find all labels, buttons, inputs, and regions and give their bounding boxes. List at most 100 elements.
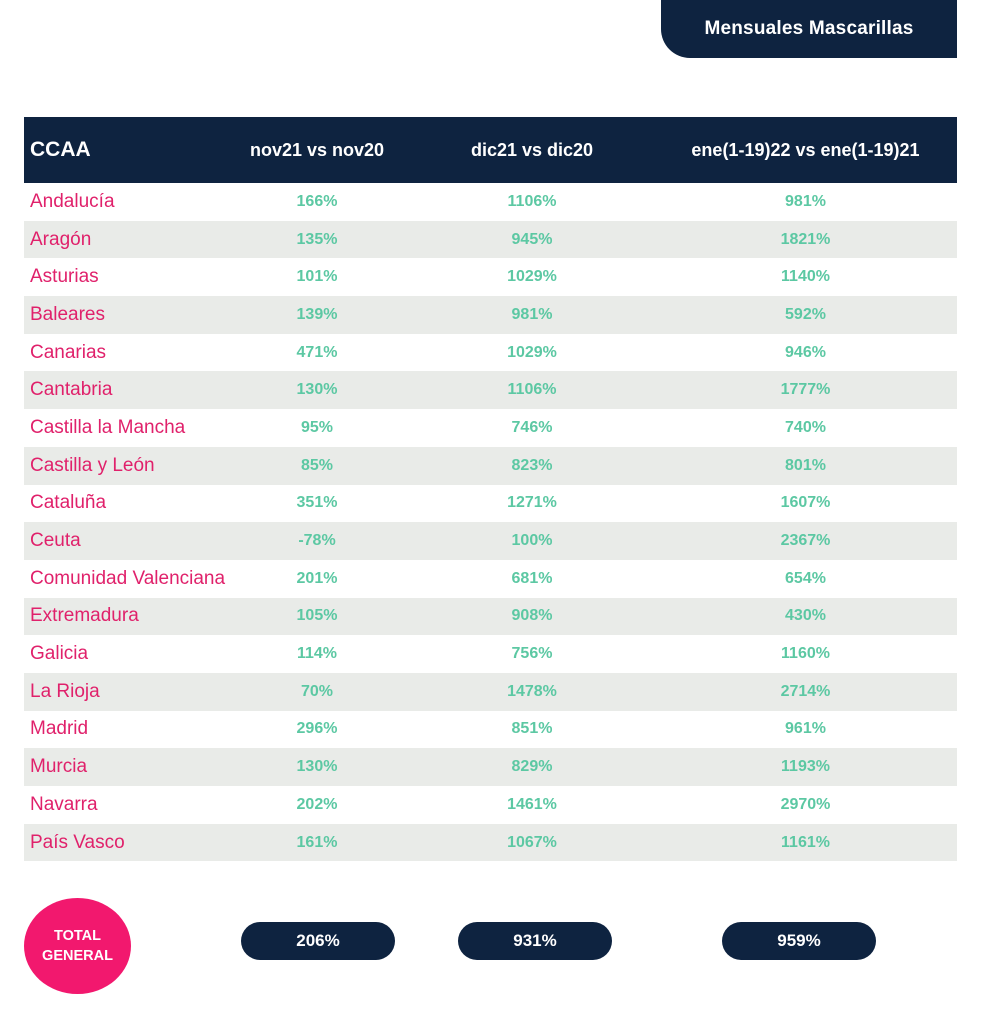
region-name: Cantabria	[30, 379, 113, 401]
ene-value: 592%	[785, 305, 826, 323]
total-general-badge: TOTAL GENERAL	[24, 898, 131, 994]
dic-value: 756%	[511, 645, 553, 663]
ene-value: 430%	[785, 607, 826, 625]
region-name: Comunidad Valenciana	[30, 567, 226, 589]
table-row: País Vasco 161% 1067% 1161%	[24, 823, 957, 862]
region-name: Ceuta	[30, 530, 81, 552]
region-name: Castilla y León	[30, 454, 155, 476]
ene-value: 1140%	[781, 268, 830, 286]
table-header: CCAA nov21 vs nov20 dic21 vs dic20 ene(1…	[24, 117, 957, 183]
region-name: Galicia	[30, 643, 89, 665]
nov-value: 202%	[296, 795, 338, 813]
ene-value: 1161%	[781, 833, 830, 851]
total-label-line1: TOTAL	[54, 928, 101, 944]
table-row: Asturias 101% 1029% 1140%	[24, 258, 957, 296]
total-label-line2: GENERAL	[42, 948, 113, 964]
dic-value: 829%	[511, 758, 553, 776]
ene-value: 2970%	[780, 795, 831, 813]
ene-value: 1821%	[780, 230, 831, 248]
region-name: Andalucía	[30, 190, 115, 212]
dic-value: 1067%	[507, 833, 557, 851]
nov-value: 139%	[296, 305, 338, 323]
ene-value: 2714%	[780, 682, 831, 700]
region-name: Madrid	[30, 718, 89, 740]
nov-value: -78%	[298, 532, 336, 550]
nov-value: 351%	[296, 494, 338, 512]
region-name: La Rioja	[30, 680, 100, 702]
table-row: Baleares 139% 981% 592%	[24, 296, 957, 334]
region-name: País Vasco	[30, 831, 125, 853]
page-title: Mensuales Mascarillas	[661, 0, 957, 58]
region-name: Extremadura	[30, 605, 139, 627]
dic-value: 1478%	[507, 682, 557, 700]
dic-value: 945%	[511, 230, 553, 248]
ene-value: 961%	[785, 720, 826, 738]
dic-value: 851%	[511, 720, 553, 738]
region-name: Aragón	[30, 228, 92, 250]
dic-value: 681%	[511, 569, 553, 587]
total-ene-value: 959%	[722, 922, 876, 960]
region-name: Cataluña	[30, 492, 107, 514]
table-row: Castilla y León 85% 823% 801%	[24, 446, 957, 485]
data-table: CCAA nov21 vs nov20 dic21 vs dic20 ene(1…	[24, 117, 957, 862]
dic-value: 100%	[511, 532, 553, 550]
table-row: Andalucía 166% 1106% 981%	[24, 183, 957, 221]
dic-value: 1461%	[507, 795, 557, 813]
table-row: Comunidad Valenciana 201% 681% 654%	[24, 560, 957, 598]
dic-value: 823%	[511, 456, 553, 474]
ene-value: 740%	[785, 418, 826, 436]
region-name: Asturias	[30, 266, 99, 288]
table-row: La Rioja 70% 1478% 2714%	[24, 672, 957, 711]
ene-value: 1193%	[781, 758, 830, 776]
nov-value: 135%	[296, 230, 338, 248]
ene-value: 2367%	[780, 532, 831, 550]
dic-value: 1106%	[507, 381, 557, 399]
table-row: Cantabria 130% 1106% 1777%	[24, 371, 957, 410]
region-name: Murcia	[30, 756, 88, 778]
table-row: Aragón 135% 945% 1821%	[24, 220, 957, 259]
table-row: Ceuta -78% 100% 2367%	[24, 522, 957, 560]
nov-value: 105%	[296, 607, 338, 625]
table-body: Andalucía 166% 1106% 981% Aragón 135% 945% 1821…	[24, 183, 957, 862]
dic-value: 1106%	[507, 192, 557, 210]
table-row: Navarra 202% 1461% 2970%	[24, 786, 957, 824]
dic-value: 981%	[511, 305, 553, 323]
ene-value: 981%	[785, 192, 826, 210]
header-ccaa: CCAA	[30, 138, 91, 161]
nov-value: 114%	[296, 645, 338, 663]
dic-value: 1271%	[507, 494, 557, 512]
nov-value: 471%	[296, 343, 338, 361]
region-name: Navarra	[30, 793, 98, 815]
table-row: Canarias 471% 1029% 946%	[24, 334, 957, 372]
dic-value: 1029%	[507, 268, 557, 286]
dic-value: 908%	[511, 607, 553, 625]
nov-value: 101%	[296, 268, 338, 286]
header-ene: ene(1-19)22 vs ene(1-19)21	[691, 139, 920, 160]
table-row: Galicia 114% 756% 1160%	[24, 635, 957, 673]
nov-value: 161%	[296, 833, 338, 851]
nov-value: 166%	[296, 192, 338, 210]
nov-value: 130%	[296, 381, 338, 399]
dic-value: 746%	[511, 418, 553, 436]
ene-value: 1777%	[780, 381, 831, 399]
table-row: Cataluña 351% 1271% 1607%	[24, 485, 957, 523]
dic-value: 1029%	[507, 343, 557, 361]
total-nov-value: 206%	[241, 922, 395, 960]
nov-value: 70%	[300, 682, 334, 700]
table-row: Extremadura 105% 908% 430%	[24, 597, 957, 636]
header-nov: nov21 vs nov20	[249, 139, 385, 160]
nov-value: 201%	[296, 569, 338, 587]
nov-value: 296%	[296, 720, 338, 738]
table-row: Castilla la Mancha 95% 746% 740%	[24, 409, 957, 447]
ene-value: 1607%	[780, 494, 831, 512]
ene-value: 654%	[785, 569, 826, 587]
table-row: Madrid 296% 851% 961%	[24, 711, 957, 749]
total-dic-value: 931%	[458, 922, 612, 960]
region-name: Castilla la Mancha	[30, 416, 186, 438]
ene-value: 801%	[785, 456, 826, 474]
region-name: Baleares	[30, 303, 105, 325]
nov-value: 85%	[300, 456, 334, 474]
table-row: Murcia 130% 829% 1193%	[24, 748, 957, 786]
ene-value: 1160%	[781, 645, 830, 663]
header-dic: dic21 vs dic20	[470, 139, 594, 160]
